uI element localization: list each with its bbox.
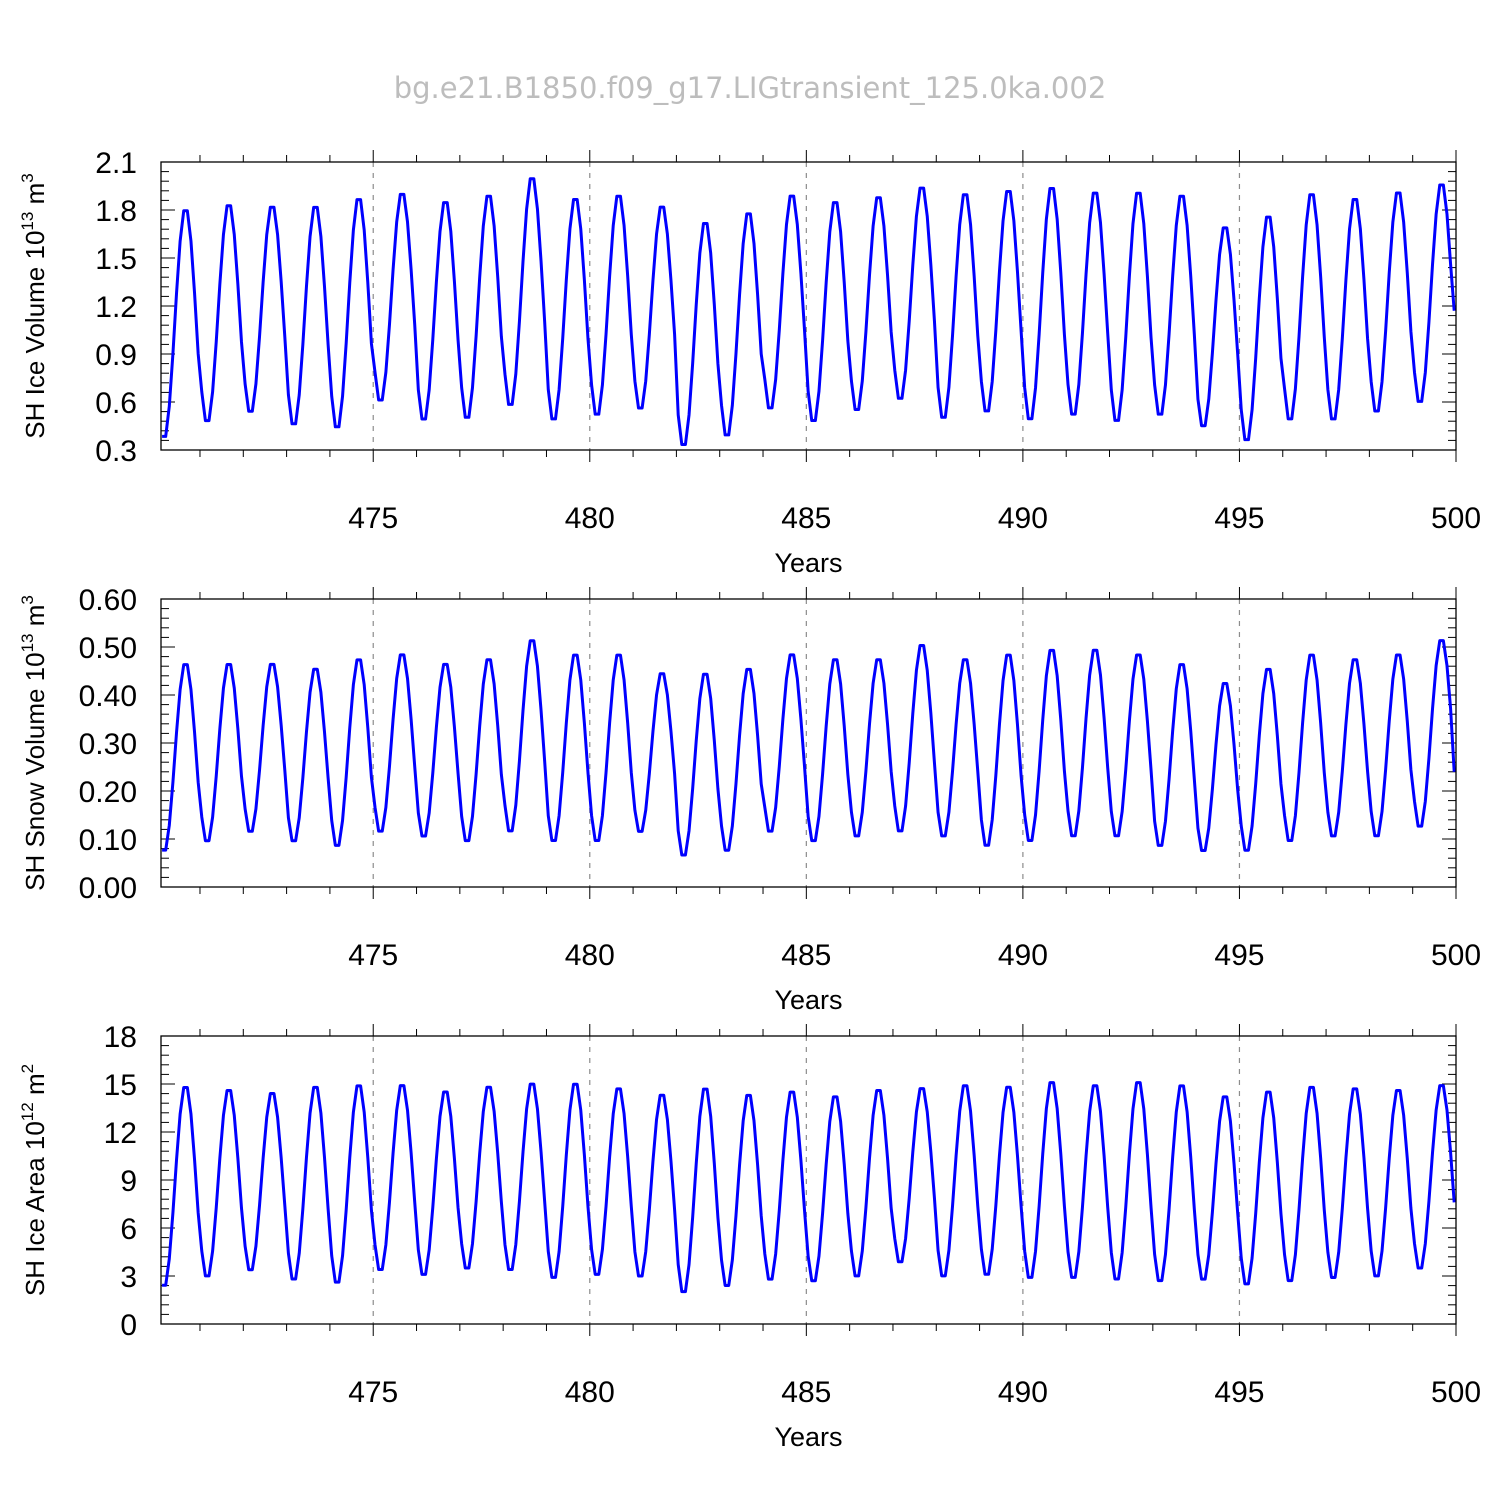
- series-line: [162, 177, 1456, 447]
- y-tick-label: 1.5: [95, 243, 137, 276]
- y-axis-label-part: SH Ice Volume 10: [20, 231, 50, 439]
- y-tick-label: 3: [120, 1261, 137, 1294]
- x-tick-label: 490: [998, 1376, 1048, 1409]
- y-axis-label: SH Ice Area 1012 m2: [18, 1064, 50, 1296]
- series-line: [162, 1081, 1456, 1294]
- y-tick-label: 0.10: [79, 824, 137, 857]
- y-axis-label-superscript: 13: [18, 212, 37, 231]
- y-tick-label: 2.1: [95, 147, 137, 180]
- y-tick-label: 1.8: [95, 195, 137, 228]
- x-tick-label: 480: [565, 1376, 615, 1409]
- x-axis-label: Years: [774, 985, 842, 1015]
- y-axis-label-part: m: [20, 1073, 50, 1102]
- x-tick-label: 485: [781, 1376, 831, 1409]
- y-axis-label-superscript: 13: [18, 633, 37, 652]
- y-tick-label: 1.2: [95, 291, 137, 324]
- x-tick-label: 500: [1431, 939, 1481, 972]
- panel-ice-area: 0 3 6 9 12 15 18 475 480 485 490 495 500 Years SH Ice …: [18, 1021, 1481, 1452]
- y-axis-label: SH Ice Volume 1013 m3: [18, 173, 50, 438]
- x-axis-label: Years: [774, 548, 842, 578]
- x-tick-label: 475: [348, 1376, 398, 1409]
- plot-frame: [160, 1035, 1457, 1325]
- y-tick-label: 12: [104, 1117, 137, 1150]
- x-tick-label: 495: [1214, 939, 1264, 972]
- y-tick-label: 0.00: [79, 872, 137, 905]
- x-tick-label: 490: [998, 939, 1048, 972]
- x-tick-label: 475: [348, 502, 398, 535]
- y-tick-label: 9: [120, 1165, 137, 1198]
- x-tick-label: 480: [565, 502, 615, 535]
- y-tick-label: 0.60: [79, 584, 137, 617]
- x-tick-label: 475: [348, 939, 398, 972]
- y-tick-label: 0.30: [79, 728, 137, 761]
- y-axis-label-part: m: [20, 183, 50, 212]
- x-tick-label: 480: [565, 939, 615, 972]
- series-line: [162, 639, 1456, 857]
- plot-frame: [160, 161, 1457, 451]
- panel-ice-volume: 0.3 0.6 0.9 1.2 1.5 1.8 2.1 475 480 485 490 495 500 Y…: [18, 147, 1481, 578]
- plot-frame: [160, 598, 1457, 888]
- panel-snow-volume: 0.00 0.10 0.20 0.30 0.40 0.50 0.60 475 480 485 490…: [18, 584, 1481, 1015]
- y-axis-label-superscript: 2: [18, 1064, 37, 1073]
- y-tick-label: 6: [120, 1213, 137, 1246]
- x-tick-label: 485: [781, 502, 831, 535]
- x-tick-label: 490: [998, 502, 1048, 535]
- y-tick-label: 0: [120, 1309, 137, 1342]
- y-tick-label: 0.6: [95, 387, 137, 420]
- x-tick-label: 500: [1431, 502, 1481, 535]
- y-axis-label: SH Snow Volume 1013 m3: [18, 595, 50, 891]
- y-tick-label: 0.3: [95, 435, 137, 468]
- y-axis-label-part: SH Ice Area 10: [20, 1121, 50, 1296]
- y-tick-label: 0.9: [95, 339, 137, 372]
- y-tick-label: 0.20: [79, 776, 137, 809]
- x-tick-label: 495: [1214, 1376, 1264, 1409]
- x-axis-label: Years: [774, 1422, 842, 1452]
- y-tick-label: 0.50: [79, 632, 137, 665]
- y-axis-label-part: m: [20, 605, 50, 634]
- y-tick-label: 15: [104, 1069, 137, 1102]
- y-axis-label-superscript: 3: [18, 595, 37, 604]
- y-axis-label-part: SH Snow Volume 10: [20, 652, 50, 890]
- x-tick-label: 485: [781, 939, 831, 972]
- x-tick-label: 500: [1431, 1376, 1481, 1409]
- y-tick-label: 18: [104, 1021, 137, 1054]
- y-axis-label-superscript: 12: [18, 1102, 37, 1121]
- y-tick-label: 0.40: [79, 680, 137, 713]
- figure-title: bg.e21.B1850.f09_g17.LIGtransient_125.0k…: [394, 71, 1107, 105]
- x-tick-label: 495: [1214, 502, 1264, 535]
- y-axis-label-superscript: 3: [18, 173, 37, 182]
